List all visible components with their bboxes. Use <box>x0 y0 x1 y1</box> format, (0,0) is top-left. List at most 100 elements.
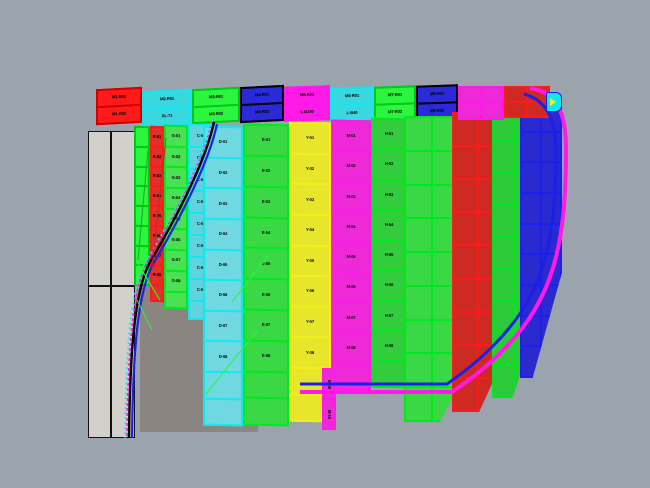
mesh-cell-label: H-07 <box>372 300 406 332</box>
mesh-cell-label: Y-08 <box>290 337 330 369</box>
mesh-cell-label: E-06 <box>244 278 288 311</box>
mesh-quad <box>505 87 527 102</box>
panel-left-outer[interactable] <box>88 131 111 438</box>
mesh-cell-label <box>244 398 288 426</box>
corner-detail-inner <box>550 98 556 106</box>
cap-cell-label: M8-R01 <box>417 85 457 104</box>
mesh-quad <box>405 252 432 286</box>
mesh-quad <box>521 346 541 378</box>
mesh-quad <box>405 117 432 151</box>
mesh-cell-label: M-01 <box>332 120 370 152</box>
col-magenta[interactable]: M-01 M-02 M-03 M-04 M-05 M-06 M-07 M-08 <box>331 119 371 391</box>
mesh-cell-label <box>332 362 370 390</box>
mesh-cell-label: Y-02 <box>290 153 330 185</box>
mesh-quad <box>521 254 541 286</box>
cap-2[interactable]: M2-R01 XL-71 <box>142 88 192 128</box>
mesh-cell-label: M-08 <box>332 332 370 364</box>
mesh-cell-label <box>372 360 406 388</box>
mesh-quad <box>405 319 432 354</box>
mesh-quad <box>493 237 515 269</box>
mesh-quad <box>453 179 478 213</box>
col-red[interactable]: R-01 R-02 R-03 R-04 R-05 R-06 R-07 R-08 <box>150 125 164 303</box>
mesh-quad <box>481 103 503 119</box>
band-green-1[interactable] <box>404 116 460 422</box>
band-blue-1[interactable] <box>520 100 562 378</box>
mesh-cell-label: H-01 <box>372 118 406 150</box>
col-green-b[interactable]: G-01 G-02 G-03 G-04 G-05 G-06 G-07 G-08 <box>164 124 188 310</box>
mesh-quad <box>493 141 515 173</box>
mesh-quad <box>541 315 561 347</box>
mesh-quad <box>541 162 561 194</box>
mesh-cell-label: G-02 <box>165 146 187 168</box>
mesh-quad <box>453 377 478 411</box>
cap-cell-label: M1-R02 <box>97 104 141 125</box>
col-green-d[interactable]: H-01 H-02 H-03 H-04 H-05 H-06 H-07 H-08 <box>371 117 407 389</box>
mesh-quad <box>541 131 561 163</box>
mesh-cell-label: E-05 <box>244 247 288 280</box>
mesh-quad <box>541 285 561 316</box>
mesh-quad <box>405 150 432 185</box>
mesh-cell-label: R-03 <box>151 166 163 187</box>
mesh-cell-label: G-04 <box>165 187 187 210</box>
mesh-cell-label-vertical: M-10 <box>323 399 335 429</box>
mesh-cell-label: H-04 <box>372 209 406 241</box>
mesh-cell-label: D-02 <box>204 157 242 189</box>
mesh-cell-label: Y-06 <box>290 275 330 308</box>
mesh-quad <box>493 301 515 333</box>
mesh-quad <box>459 87 481 103</box>
mesh-quad <box>493 269 515 301</box>
corner-detail-marker <box>546 92 562 112</box>
mesh-quad <box>481 87 503 103</box>
mesh-quad <box>541 254 561 286</box>
mesh-cell-label: G-07 <box>165 249 187 272</box>
mesh-cell-label: Y-07 <box>290 306 330 338</box>
mesh-cell-label <box>135 265 149 286</box>
cap-cell-label: L-B140 <box>285 102 329 121</box>
mesh-cell-label: Y-05 <box>290 245 330 277</box>
mesh-cell-label: M-06 <box>332 271 370 303</box>
mesh-cell-label: D-03 <box>204 187 242 220</box>
mesh-cell-label: R-02 <box>151 146 163 167</box>
cap-cell-label: XL-71 <box>143 106 191 127</box>
mesh-quad <box>405 184 432 219</box>
mesh-quad <box>453 245 478 279</box>
mesh-quad <box>493 365 515 397</box>
mesh-cell-label: D-01 <box>204 126 242 158</box>
mesh-cell-label: R-04 <box>151 186 163 207</box>
col-magenta-tail[interactable]: M-09 M-10 <box>322 368 336 430</box>
mesh-cell-label: E-02 <box>244 155 288 188</box>
panel-left-divider <box>88 285 135 287</box>
mesh-cell-label: R-08 <box>151 265 163 286</box>
mesh-quad <box>541 346 561 378</box>
mesh-quad <box>453 311 478 345</box>
cap-5[interactable]: M5-R01 L-B140 <box>284 85 330 122</box>
mesh-quad <box>405 218 432 253</box>
cap-4[interactable]: M4-R01 M4-R02 <box>240 84 284 124</box>
mesh-cell-label: G-08 <box>165 270 187 292</box>
col-green-a[interactable] <box>134 125 150 287</box>
cap-cell-label: M3-R02 <box>193 104 239 124</box>
cap-6[interactable]: M6-R01 L-B40 <box>330 86 374 123</box>
mesh-cell-label: H-02 <box>372 148 406 180</box>
mesh-cell-label: G-03 <box>165 166 187 189</box>
mesh-cell-label: D-06 <box>204 279 242 312</box>
col-cyan-b[interactable]: D-01 D-02 D-03 D-04 D-05 D-06 D-07 D-08 <box>203 125 243 427</box>
mesh-quad <box>493 205 515 237</box>
cap-3[interactable]: M3-R01 M3-R02 <box>192 86 240 125</box>
mesh-cell-label <box>135 126 149 147</box>
mesh-quad <box>521 162 541 194</box>
mesh-cell-label: G-05 <box>165 208 187 230</box>
mesh-quad <box>505 102 527 117</box>
mesh-quad <box>493 173 515 205</box>
mesh-cell-label: M-07 <box>332 302 370 334</box>
mesh-quad <box>453 212 478 246</box>
cap-1[interactable]: M1-R01 M1-R02 <box>96 86 142 126</box>
mesh-cell-label: H-08 <box>372 330 406 362</box>
mesh-cell-label <box>204 371 242 399</box>
mesh-cell-label: M-04 <box>332 211 370 243</box>
col-green-c[interactable]: E-01 E-02 E-03 E-04 E-05 E-06 E-07 E-08 <box>243 123 289 427</box>
mesh-cell-label <box>244 371 288 399</box>
mesh-cell-label <box>151 285 163 302</box>
mesh-cell-label <box>135 186 149 207</box>
